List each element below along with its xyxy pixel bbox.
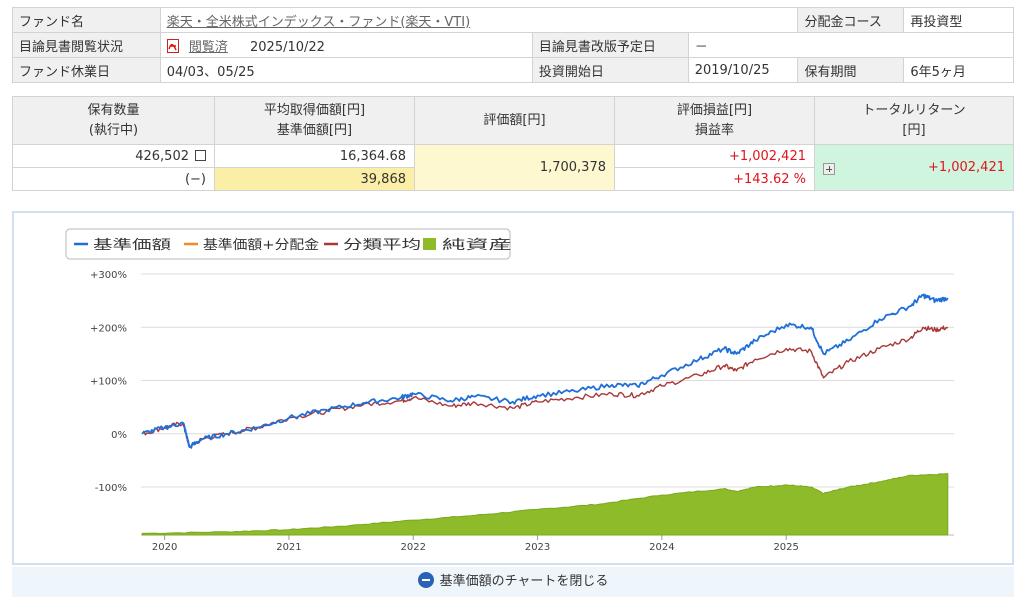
- header-quantity-line2: (執行中): [88, 122, 139, 138]
- nav-chart-svg: +300% +200% +100% 0% -100% 2020 2021 2022 2023 20…: [65, 228, 954, 553]
- holiday-label: ファンド休業日: [12, 57, 161, 83]
- fund-name-link[interactable]: 楽天・全米株式インデックス・ファンド(楽天・VTI): [166, 14, 471, 30]
- header-pl-line2: 損益率: [694, 122, 734, 138]
- avg-price-value: 16,364.68: [214, 144, 415, 168]
- expand-plus-icon[interactable]: [823, 163, 835, 175]
- prospectus-label: 目論見書閲覧状況: [12, 32, 161, 58]
- checkbox-icon[interactable]: [195, 149, 206, 161]
- header-total-return-line2: [円]: [902, 122, 926, 138]
- category-average-line: [141, 325, 949, 449]
- nav-value: 39,868: [214, 167, 415, 191]
- x-tick-label: 2022: [401, 542, 426, 553]
- revision-value: －: [687, 32, 1015, 58]
- minus-circle-icon: [417, 572, 434, 588]
- header-pl-line1: 評価損益[円]: [676, 102, 753, 118]
- x-tick-label: 2024: [649, 542, 674, 553]
- start-label: 投資開始日: [531, 57, 689, 83]
- prospectus-date: 2025/10/22: [250, 39, 325, 55]
- prospectus-status-link[interactable]: 閲覧済: [188, 39, 228, 55]
- x-tick-label: 2023: [525, 542, 550, 553]
- start-value: 2019/10/25: [687, 57, 799, 83]
- header-price-line1: 平均取得価額[円]: [263, 102, 366, 118]
- legend-label: 基準価額: [93, 237, 171, 253]
- close-chart-button[interactable]: 基準価額のチャートを閉じる: [12, 567, 1014, 597]
- pending-value: (−): [12, 167, 215, 191]
- holiday-value: 04/03、05/25: [159, 57, 533, 83]
- fund-name-label: ファンド名: [12, 7, 161, 33]
- x-tick-label: 2021: [276, 542, 301, 553]
- quantity-cell: 426,502: [12, 144, 215, 168]
- x-tick-label: 2020: [152, 542, 177, 553]
- close-chart-label: 基準価額のチャートを閉じる: [439, 574, 609, 589]
- revision-label: 目論見書改版予定日: [531, 32, 689, 58]
- valuation-value: 1,700,378: [414, 144, 615, 191]
- period-label: 保有期間: [797, 57, 905, 83]
- header-quantity: 保有数量 (執行中): [12, 96, 215, 145]
- header-valuation: 評価額[円]: [414, 96, 615, 145]
- pdf-icon: [166, 38, 179, 53]
- y-tick-label: +300%: [90, 270, 127, 281]
- header-price: 平均取得価額[円] 基準価額[円]: [214, 96, 415, 145]
- quantity-value: 426,502: [135, 148, 189, 164]
- nav-chart: +300% +200% +100% 0% -100% 2020 2021 2022 2023 20…: [12, 211, 1014, 565]
- x-tick-label: 2025: [773, 542, 798, 553]
- pl-rate-value: +143.62 %: [614, 167, 815, 191]
- header-total-return-line1: トータルリターン: [862, 102, 966, 118]
- dist-course-label: 分配金コース: [797, 7, 905, 33]
- holdings-table: 保有数量 (執行中) 平均取得価額[円] 基準価額[円] 評価額[円] 評価損益…: [12, 96, 1014, 191]
- legend-label: 純資産: [442, 237, 512, 253]
- dist-course-value: 再投資型: [903, 7, 1014, 33]
- total-return-value: +1,002,421: [927, 160, 1005, 175]
- header-price-line2: 基準価額[円]: [276, 122, 353, 138]
- y-tick-label: -100%: [95, 483, 127, 494]
- legend-label: 基準価額+分配金: [203, 237, 319, 253]
- fund-info-table: ファンド名 楽天・全米株式インデックス・ファンド(楽天・VTI) 分配金コース …: [12, 7, 1015, 83]
- header-quantity-line1: 保有数量: [87, 102, 140, 118]
- legend-swatch: [423, 238, 436, 250]
- header-total-return: トータルリターン [円]: [814, 96, 1014, 145]
- legend-label: 分類平均: [343, 238, 421, 253]
- y-tick-label: 0%: [111, 430, 127, 441]
- nav-line: [141, 293, 949, 449]
- net-assets-area: [141, 473, 949, 536]
- chart-legend: [65, 228, 511, 260]
- total-return-cell: +1,002,421: [814, 144, 1014, 191]
- period-value: 6年5ヶ月: [903, 57, 1014, 83]
- y-tick-label: +100%: [90, 377, 127, 388]
- header-pl: 評価損益[円] 損益率: [614, 96, 815, 145]
- prospectus-cell: 閲覧済 2025/10/22: [159, 32, 533, 58]
- fund-name-cell: 楽天・全米株式インデックス・ファンド(楽天・VTI): [159, 7, 799, 33]
- y-tick-label: +200%: [90, 323, 127, 334]
- pl-value: +1,002,421: [614, 144, 815, 168]
